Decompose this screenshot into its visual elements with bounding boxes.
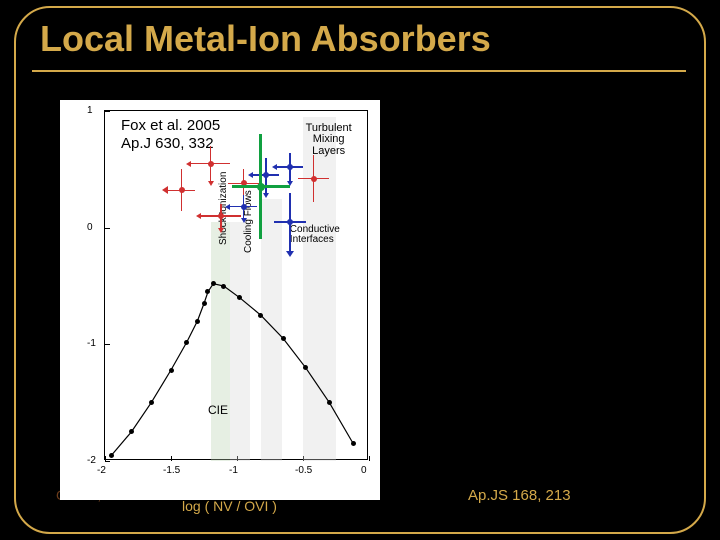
data-point <box>263 172 269 178</box>
data-point <box>311 176 317 182</box>
cie-point <box>195 319 200 324</box>
reference-citation: Fox et al. 2005 Ap.J 630, 332 <box>121 117 220 153</box>
cie-point <box>211 281 216 286</box>
cie-point <box>109 453 114 458</box>
cie-point <box>258 313 263 318</box>
upper-limit-arrow <box>208 181 214 186</box>
data-point <box>208 161 214 167</box>
plot-area: Fox et al. 2005 Ap.J 630, 332 -2-1.5-1-0… <box>104 110 368 460</box>
label-conductive-interfaces: ConductiveInterfaces <box>290 225 340 245</box>
x-tick-label: 0 <box>361 465 367 476</box>
upper-limit-arrow <box>162 186 168 194</box>
cie-point <box>202 301 207 306</box>
label-turbulent-mixing: TurbulentMixingLayers <box>306 123 352 158</box>
x-tick-label: -1.5 <box>163 465 180 476</box>
upper-limit-arrow <box>218 228 224 233</box>
right-citation: Ap.JS 168, 213 <box>468 487 571 504</box>
model-band-shock_ionization <box>211 222 231 461</box>
cie-point <box>169 368 174 373</box>
cie-point <box>184 340 189 345</box>
cie-point <box>351 441 356 446</box>
x-tick-label: -2 <box>97 465 106 476</box>
upper-limit-arrow <box>263 193 269 198</box>
cie-point <box>129 429 134 434</box>
model-band-cooling_flows <box>230 222 250 461</box>
model-band-turbulent_mixing <box>303 117 336 461</box>
upper-limit-arrow <box>286 251 294 257</box>
x-tick-label: -1 <box>229 465 238 476</box>
data-point <box>179 187 185 193</box>
data-point <box>287 219 293 225</box>
upper-limit-arrow <box>272 164 277 170</box>
upper-limit-arrow <box>225 204 230 210</box>
y-tick-label: 1 <box>87 105 93 116</box>
data-point <box>287 164 293 170</box>
data-point <box>241 204 247 210</box>
chart-panel: Fox et al. 2005 Ap.J 630, 332 -2 -1.5 -1 -0… <box>60 100 380 500</box>
cie-point <box>149 400 154 405</box>
cie-point <box>221 284 226 289</box>
reference-line2: Ap.J 630, 332 <box>121 135 214 152</box>
upper-limit-arrow <box>241 218 247 223</box>
y-tick-label: 0 <box>87 222 93 233</box>
cie-label: CIE <box>208 403 228 417</box>
cie-point <box>281 336 286 341</box>
upper-limit-arrow <box>196 213 201 219</box>
reference-line1: Fox et al. 2005 <box>121 117 220 134</box>
y-tick-label: -2 <box>87 455 96 466</box>
x-axis-label: log ( NV / OVI ) <box>182 498 277 514</box>
upper-limit-arrow <box>186 161 191 167</box>
slide-title: Local Metal-Ion Absorbers <box>40 18 491 60</box>
title-divider <box>32 70 686 72</box>
data-point <box>257 183 265 191</box>
x-tick-label: -0.5 <box>295 465 312 476</box>
upper-limit-arrow <box>248 172 253 178</box>
model-band-conductive_interfaces <box>261 199 282 462</box>
y-tick-label: -1 <box>87 338 96 349</box>
